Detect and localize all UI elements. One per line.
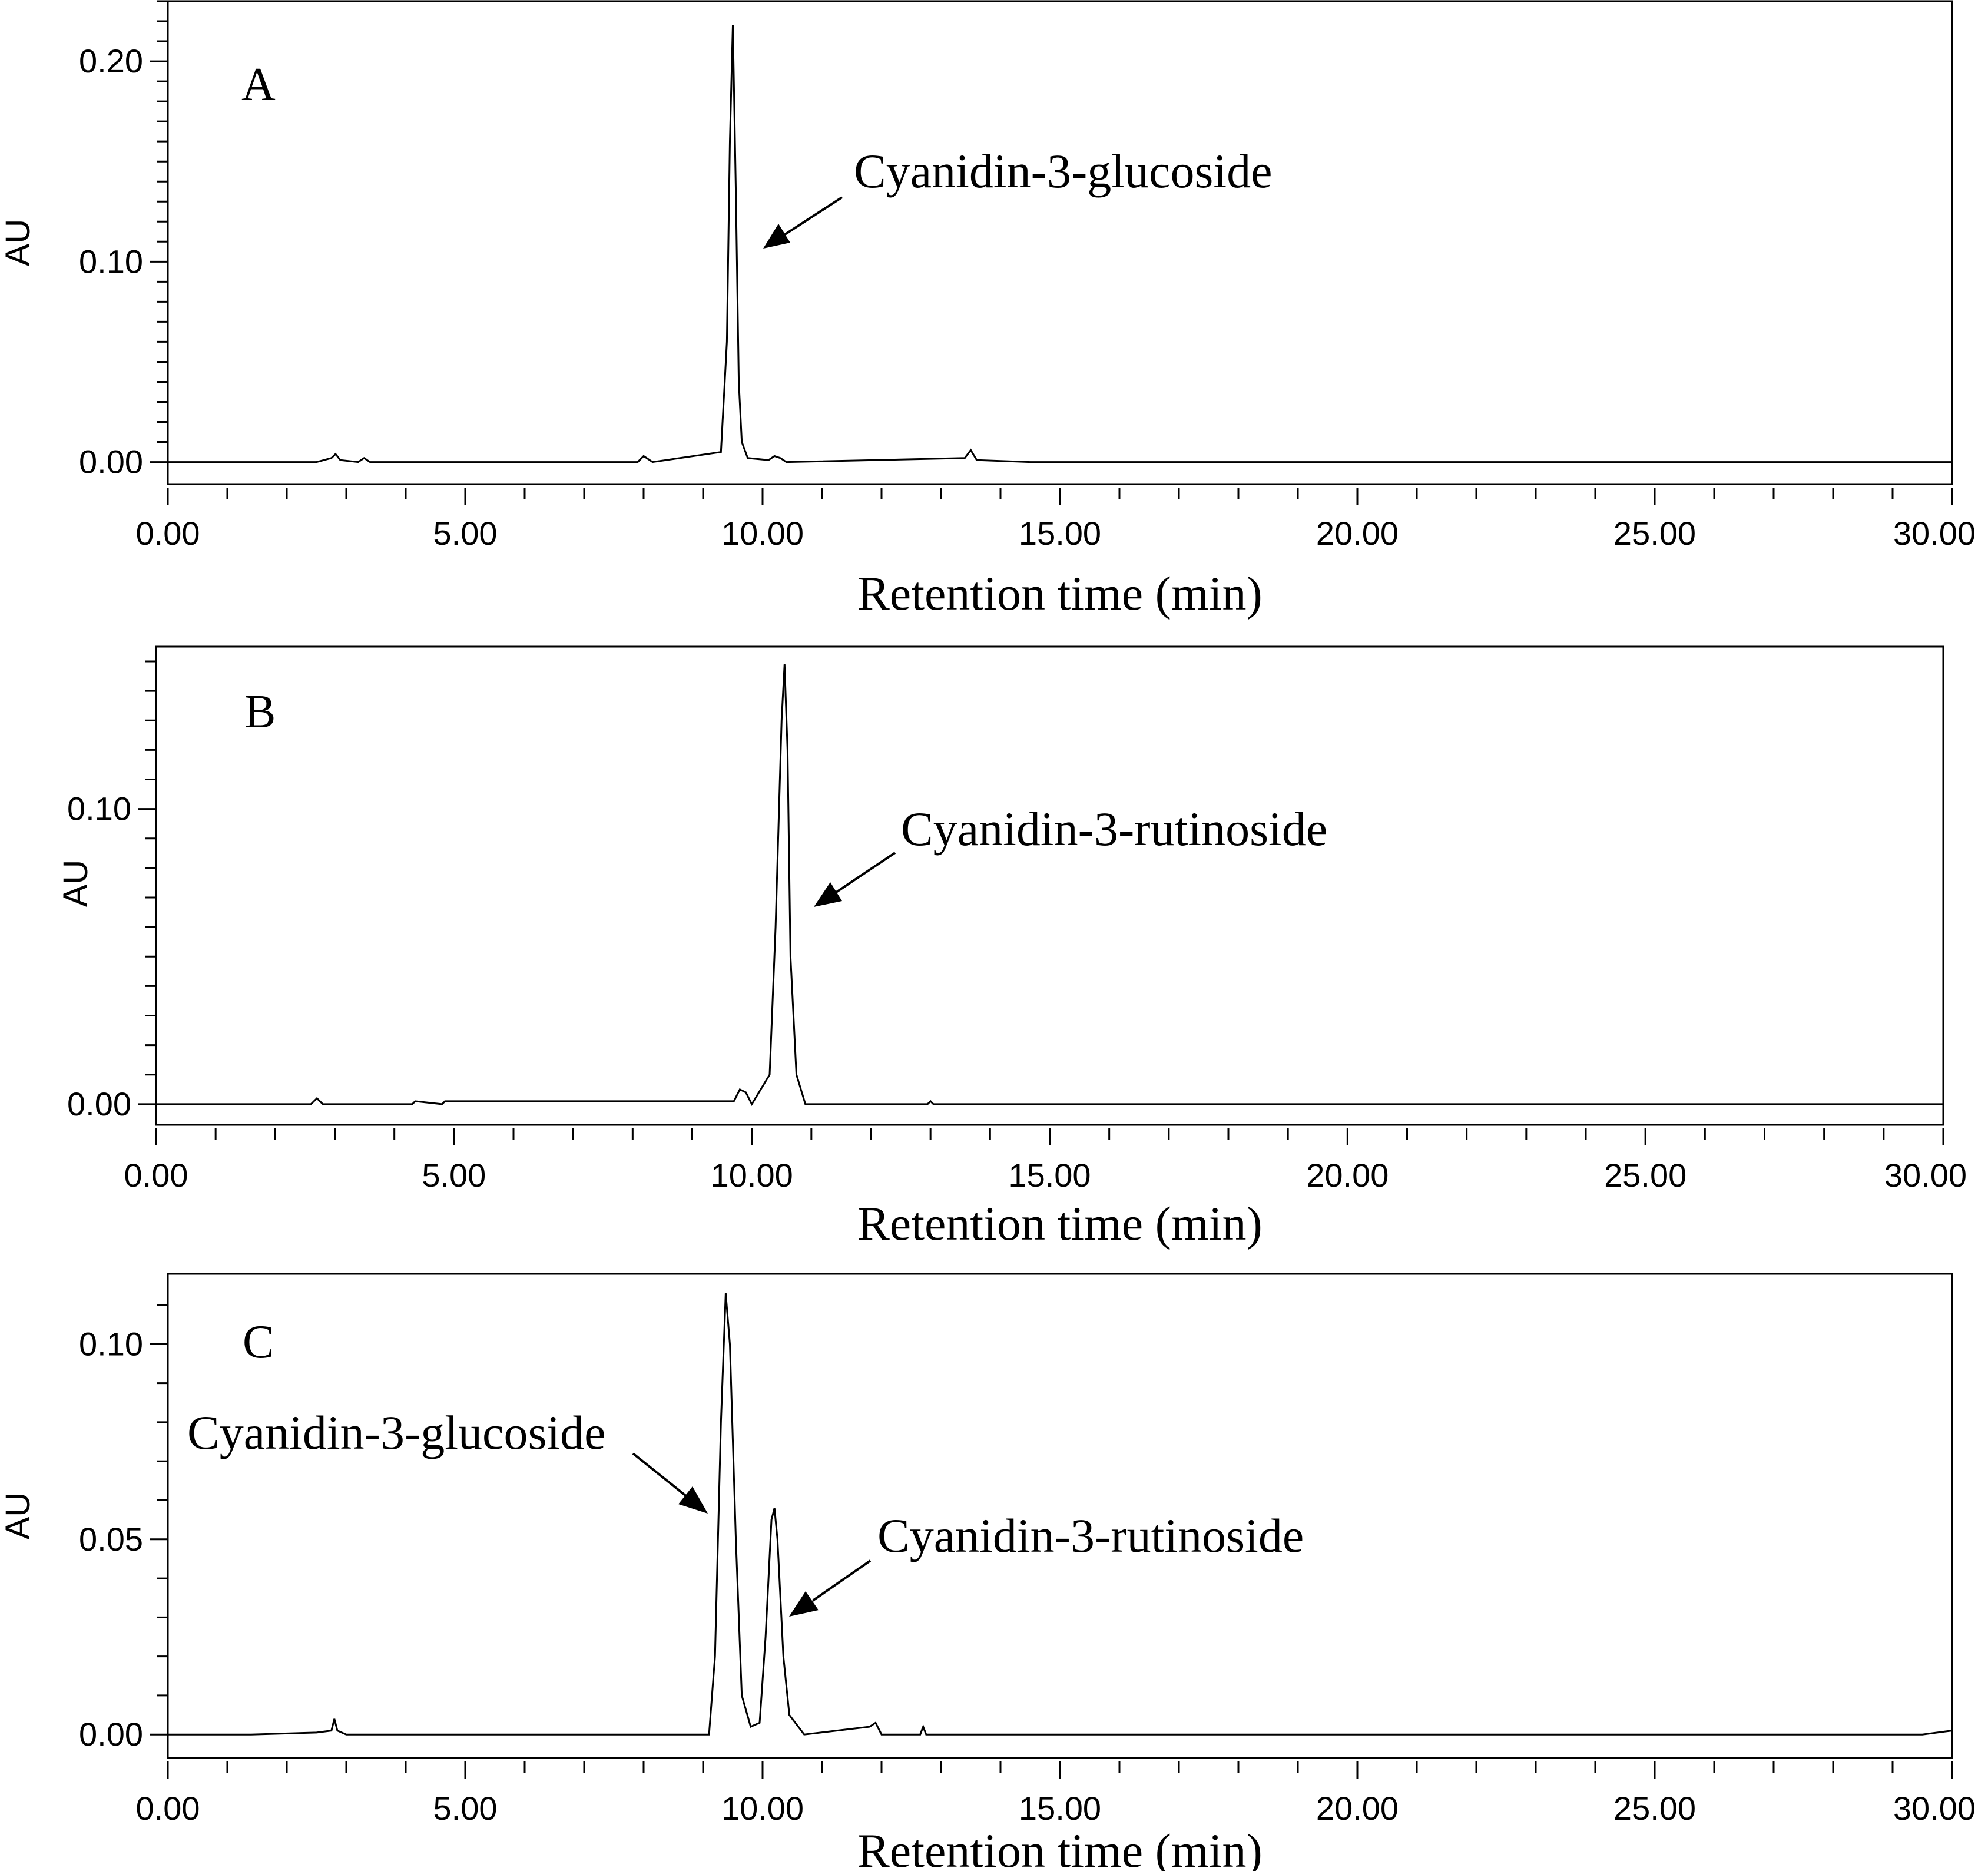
x-tick-label: 30.00 — [1893, 1790, 1976, 1827]
x-tick-label: 15.00 — [1019, 515, 1101, 552]
x-ticks: 0.00 5.00 10.00 15.00 20.00 25.00 30.00 — [124, 1128, 1967, 1194]
annotation-label: Cyanidin-3-rutinoside — [877, 1509, 1304, 1562]
y-axis-label: AU — [57, 860, 95, 908]
annotation-label: Cyanidin-3-glucoside — [187, 1406, 606, 1459]
x-tick-label: 0.00 — [124, 1157, 188, 1194]
y-tick-label: 0.10 — [67, 790, 131, 827]
x-tick-label: 20.00 — [1316, 515, 1399, 552]
x-tick-label: 5.00 — [433, 1790, 498, 1827]
plot-frame — [167, 0, 1953, 485]
panel-c: C AU Retention time (min) 0.00 5.00 10.00 1… — [0, 1273, 1976, 1871]
x-tick-label: 25.00 — [1613, 1790, 1696, 1827]
y-axis-label: AU — [0, 1492, 37, 1540]
y-tick-label: 0.00 — [67, 1085, 131, 1122]
annotation-rutinoside: Cyanidin-3-rutinoside — [814, 802, 1327, 907]
y-ticks: 0.00 0.10 0.20 — [79, 0, 168, 481]
panel-a: A AU Retention time (min) 0.00 5.00 10.00 1… — [0, 0, 1976, 620]
y-axis-label: AU — [0, 219, 37, 267]
x-tick-label: 5.00 — [433, 515, 498, 552]
x-tick-label: 20.00 — [1316, 1790, 1399, 1827]
arrowhead — [789, 1591, 819, 1617]
x-tick-label: 10.00 — [711, 1157, 793, 1194]
annotation-label: Cyanidin-3-rutinoside — [901, 802, 1327, 856]
x-tick-label: 25.00 — [1613, 515, 1696, 552]
y-tick-label: 0.20 — [79, 42, 143, 80]
annotation-glucoside: Cyanidin-3-glucoside — [763, 144, 1273, 249]
x-tick-label: 15.00 — [1019, 1790, 1101, 1827]
annotation-arrow — [835, 852, 896, 893]
x-tick-label: 0.00 — [136, 515, 200, 552]
plot-frame — [155, 645, 1944, 1126]
panel-label: A — [241, 59, 276, 111]
y-tick-label: 0.00 — [79, 1716, 143, 1753]
chromatogram-trace — [156, 664, 1943, 1106]
y-tick-label: 0.10 — [79, 1325, 143, 1362]
arrowhead — [814, 882, 842, 907]
panel-label: C — [243, 1316, 274, 1368]
x-tick-label: 25.00 — [1604, 1157, 1687, 1194]
panel-b: B AU Retention time (min) 0.00 5.00 10.00 1… — [57, 645, 1967, 1250]
y-ticks: 0.00 0.10 — [67, 660, 156, 1122]
annotation-arrow — [632, 1452, 687, 1497]
y-tick-label: 0.10 — [79, 243, 143, 280]
annotation-label: Cyanidin-3-glucoside — [854, 144, 1273, 198]
x-axis-label: Retention time (min) — [857, 567, 1263, 620]
y-ticks: 0.00 0.05 0.10 — [79, 1304, 168, 1753]
x-tick-label: 30.00 — [1893, 515, 1976, 552]
y-tick-label: 0.00 — [79, 443, 143, 481]
panel-label: B — [244, 686, 276, 738]
annotation-arrow — [782, 196, 843, 237]
x-ticks: 0.00 5.00 10.00 15.00 20.00 25.00 30.00 — [136, 488, 1976, 552]
x-tick-label: 30.00 — [1884, 1157, 1967, 1194]
y-tick-label: 0.05 — [79, 1521, 143, 1558]
chromatogram-trace — [168, 25, 1952, 463]
arrowhead — [763, 224, 790, 249]
x-ticks: 0.00 5.00 10.00 15.00 20.00 25.00 30.00 — [136, 1761, 1976, 1827]
x-tick-label: 0.00 — [136, 1790, 200, 1827]
x-tick-label: 10.00 — [721, 515, 804, 552]
x-tick-label: 10.00 — [721, 1790, 804, 1827]
x-tick-label: 15.00 — [1008, 1157, 1091, 1194]
x-axis-label: Retention time (min) — [857, 1824, 1263, 1871]
x-tick-label: 5.00 — [422, 1157, 486, 1194]
arrowhead — [678, 1486, 708, 1514]
plot-frame — [167, 1273, 1953, 1759]
annotation-glucoside: Cyanidin-3-glucoside — [187, 1406, 708, 1514]
x-axis-label: Retention time (min) — [857, 1197, 1263, 1250]
chromatogram-trace — [168, 1293, 1953, 1736]
x-tick-label: 20.00 — [1306, 1157, 1389, 1194]
annotation-arrow — [811, 1559, 872, 1602]
annotation-rutinoside: Cyanidin-3-rutinoside — [789, 1509, 1304, 1617]
